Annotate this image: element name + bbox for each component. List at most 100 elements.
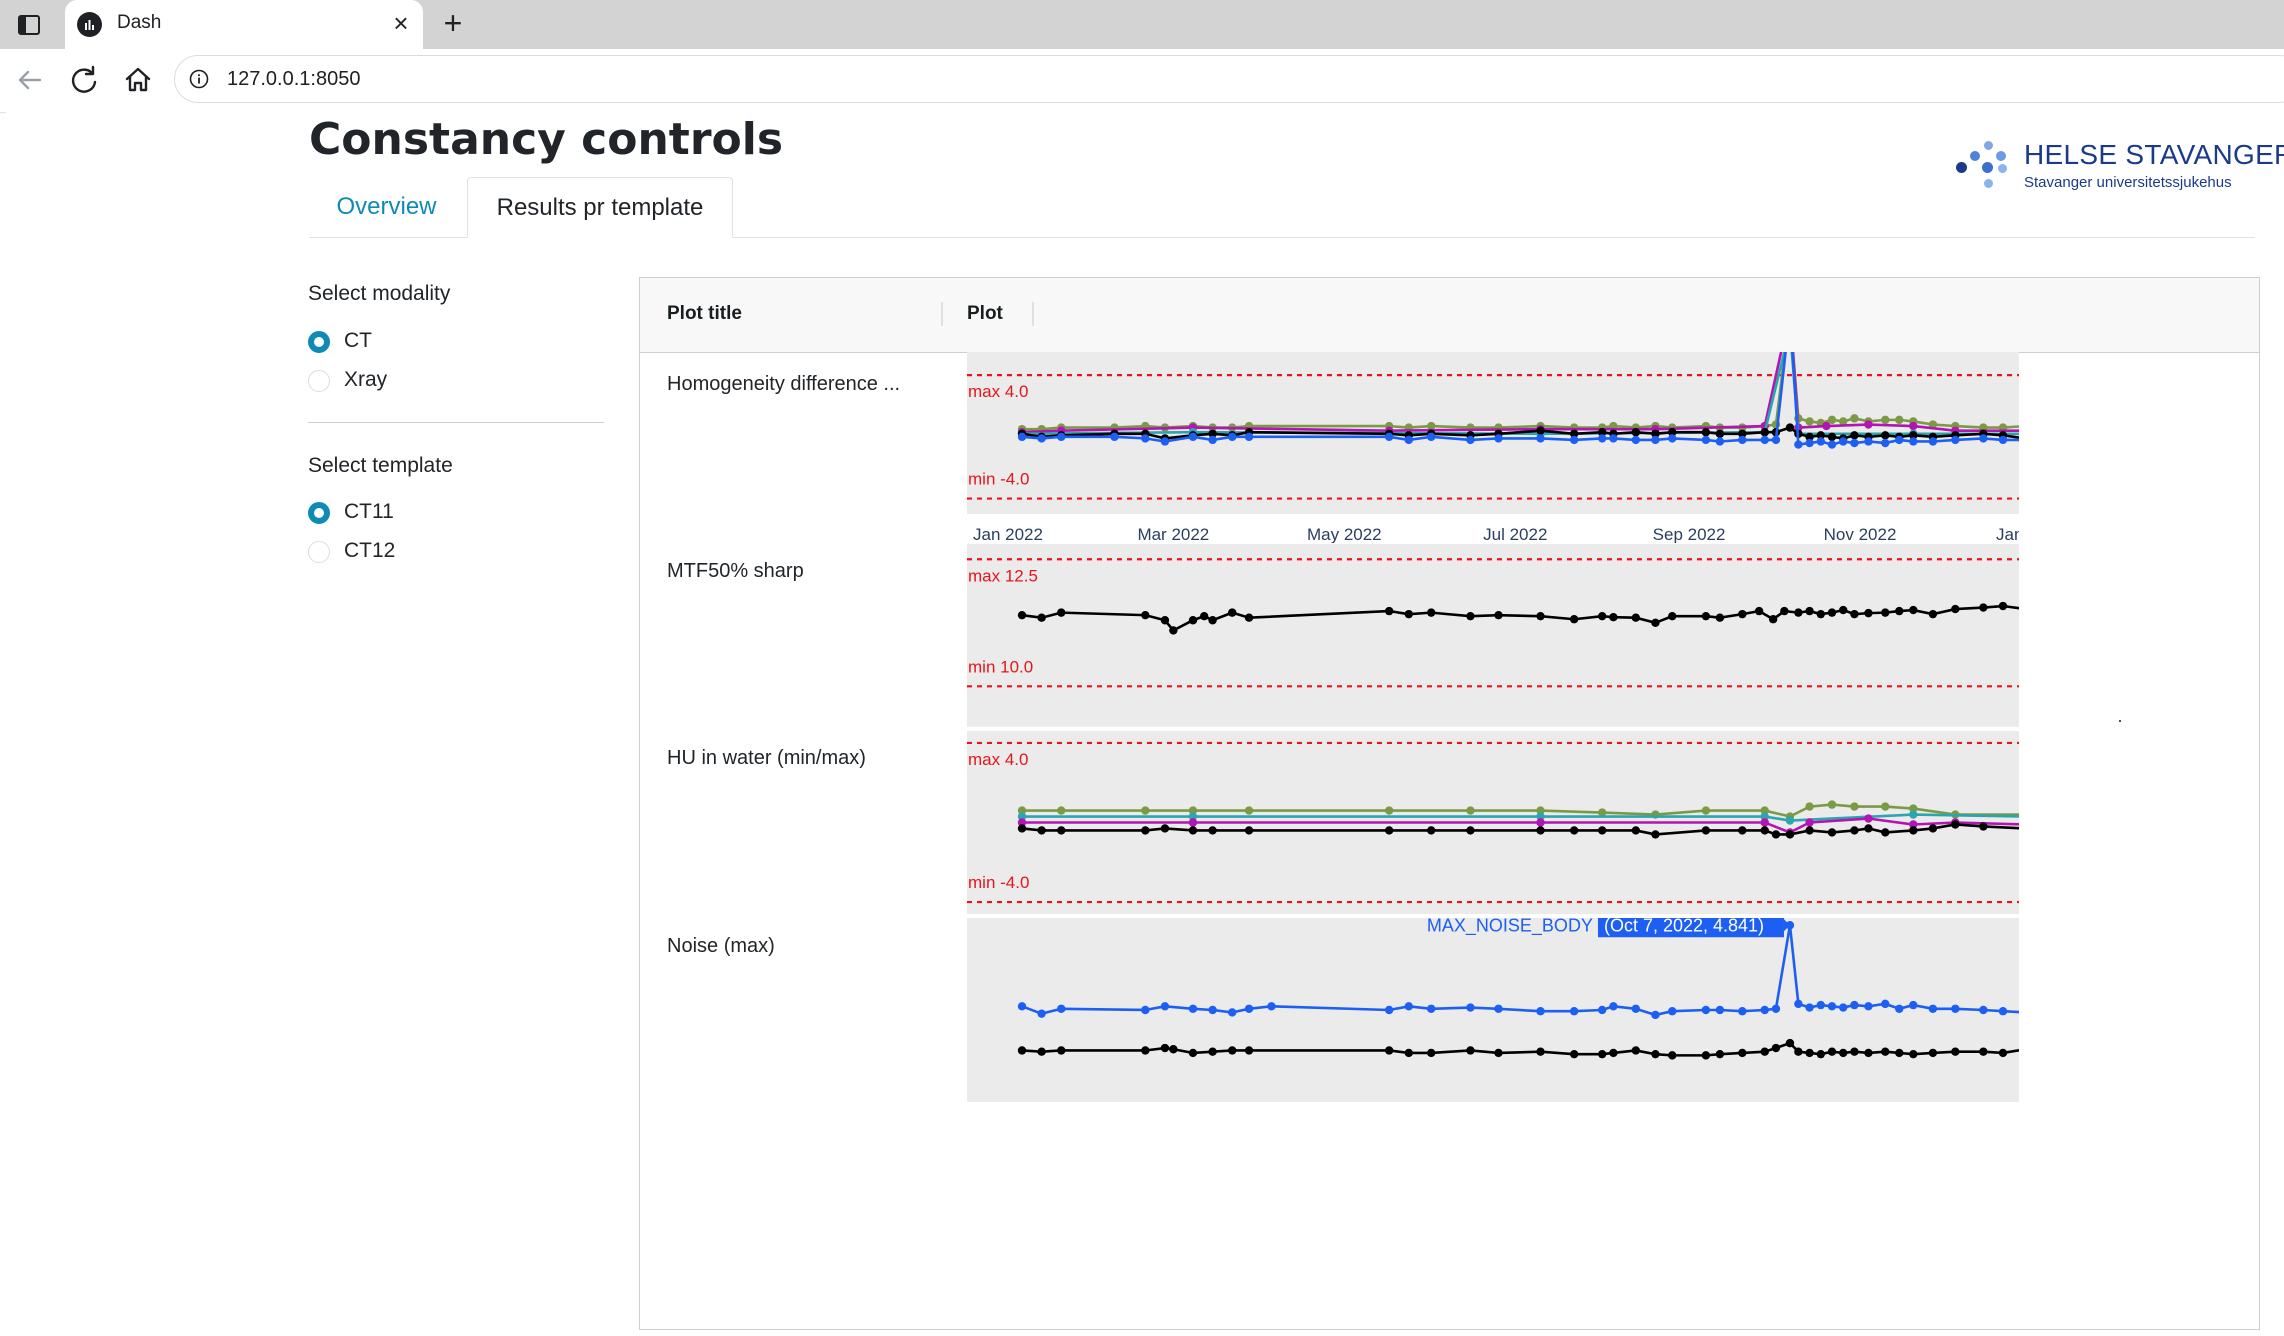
data-point	[1760, 826, 1769, 835]
x-tick-label: Mar 2022	[1137, 525, 1209, 543]
column-header-plot[interactable]: Plot	[967, 303, 1003, 324]
dash-favicon-icon	[77, 12, 102, 37]
data-point	[1404, 1048, 1413, 1058]
series-line	[1022, 817, 2019, 834]
data-point	[1244, 1004, 1254, 1013]
data-point	[1909, 810, 1918, 819]
site-info-icon[interactable]	[189, 69, 209, 89]
column-resize-handle[interactable]	[941, 302, 943, 326]
radio-unchecked-icon[interactable]	[308, 370, 330, 392]
data-point	[1839, 437, 1848, 446]
limit-label: max 4.0	[968, 382, 1028, 401]
data-point	[1864, 1002, 1873, 1011]
data-point	[1928, 609, 1938, 619]
data-point	[1536, 818, 1545, 827]
data-point	[1057, 806, 1066, 815]
data-point	[1188, 1004, 1198, 1013]
hu-water-plot[interactable]: max 4.0 min -4.0	[967, 731, 2019, 914]
data-point	[1895, 606, 1904, 616]
data-point	[1037, 613, 1046, 622]
data-point	[1597, 434, 1607, 443]
data-point	[1466, 1046, 1475, 1055]
data-point	[1404, 435, 1413, 445]
data-point	[1771, 435, 1781, 445]
data-point	[1536, 611, 1545, 621]
homogeneity-plot[interactable]: max 4.0 min -4.0 Jan 2022 Mar 2022 May 2022 J…	[967, 352, 2019, 543]
data-point	[1805, 818, 1814, 827]
data-point	[1771, 1043, 1781, 1053]
data-point	[1998, 601, 2008, 611]
data-point	[1017, 818, 1027, 827]
data-point	[1864, 824, 1873, 833]
back-arrow-icon[interactable]	[12, 62, 48, 98]
column-resize-handle[interactable]	[1032, 302, 1034, 326]
data-point	[1609, 434, 1618, 443]
data-point	[1827, 828, 1837, 837]
data-point	[1881, 608, 1890, 617]
data-point	[1738, 609, 1747, 619]
data-point	[1805, 417, 1814, 426]
browser-tabstrip: Dash × +	[0, 0, 2284, 49]
hover-series-name: MAX_NOISE_BODY	[1427, 918, 1593, 936]
address-bar[interactable]: 127.0.0.1:8050	[174, 55, 2284, 103]
data-point	[1895, 435, 1904, 445]
sidebar-toggle-icon[interactable]	[14, 11, 44, 39]
data-point	[1881, 828, 1890, 837]
tab-overview[interactable]: Overview	[336, 193, 437, 220]
data-point	[1805, 606, 1814, 616]
radio-unchecked-icon[interactable]	[308, 541, 330, 563]
tab-results-pr-template[interactable]: Results pr template	[467, 177, 733, 238]
data-point	[1951, 820, 1960, 829]
plot-background	[967, 544, 2019, 727]
data-point	[1895, 1048, 1904, 1058]
data-point	[1785, 816, 1795, 825]
data-point	[1427, 608, 1436, 617]
data-point	[1771, 830, 1781, 839]
data-point	[1466, 806, 1475, 815]
noise-plot[interactable]: MAX_NOISE_BODY (Oct 7, 2022, 4.841)	[967, 918, 2019, 1102]
data-point	[1668, 611, 1677, 621]
data-point	[1466, 826, 1475, 835]
data-point	[1827, 1002, 1837, 1011]
data-point	[1928, 437, 1938, 446]
data-point	[1188, 818, 1198, 827]
data-point	[1494, 1048, 1503, 1058]
close-icon[interactable]: ×	[393, 8, 409, 38]
x-tick-label: Jul 2022	[1483, 525, 1547, 543]
radio-checked-icon[interactable]	[308, 502, 330, 524]
data-point	[1017, 812, 1027, 821]
data-point	[1816, 1049, 1825, 1059]
data-point	[1715, 1049, 1725, 1059]
data-point	[1785, 921, 1795, 930]
data-point	[1754, 606, 1764, 616]
data-point	[1631, 826, 1641, 835]
new-tab-button[interactable]: +	[443, 5, 463, 41]
data-point	[1631, 428, 1641, 437]
data-point	[1536, 434, 1545, 443]
data-point	[1827, 1047, 1837, 1056]
data-point	[1805, 432, 1814, 442]
data-point	[1760, 818, 1769, 827]
data-point	[1928, 1004, 1938, 1013]
reload-icon[interactable]	[66, 62, 102, 98]
radio-checked-icon[interactable]	[308, 331, 330, 353]
column-header-plot-title[interactable]: Plot title	[667, 303, 742, 324]
mtf50-plot[interactable]: max 12.5 min 10.0	[967, 544, 2019, 727]
home-icon[interactable]	[120, 62, 156, 98]
data-point	[1881, 431, 1890, 440]
series-line	[1022, 803, 2019, 818]
data-point	[1208, 1005, 1217, 1015]
browser-tab[interactable]: Dash ×	[65, 0, 423, 49]
data-point	[1839, 1003, 1848, 1012]
data-point	[1827, 608, 1837, 617]
data-point	[1979, 434, 1988, 443]
data-point	[1715, 1005, 1725, 1015]
page-title: Constancy controls	[309, 114, 784, 165]
data-point	[1188, 812, 1198, 821]
data-point	[1494, 1004, 1503, 1013]
data-point	[1651, 618, 1660, 627]
dot-mark	[2119, 720, 2121, 722]
limit-label: min 10.0	[968, 657, 1033, 676]
data-point	[1597, 808, 1607, 817]
data-point	[1609, 1002, 1618, 1011]
